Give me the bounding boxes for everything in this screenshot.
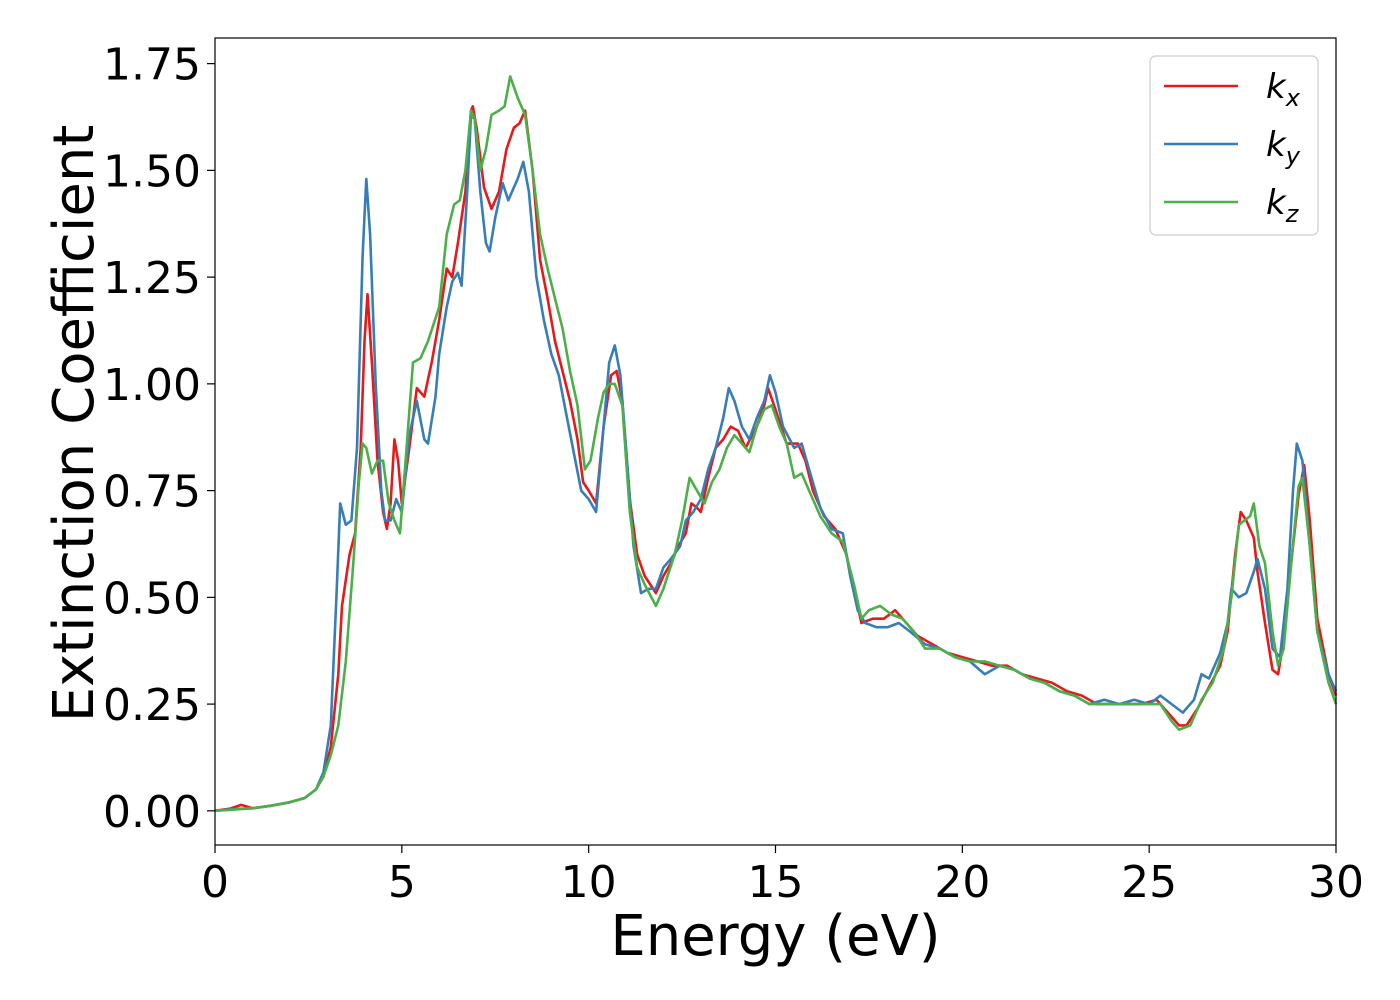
y-tick-label: 0.00: [103, 787, 201, 838]
y-axis-title: Extinction Coefficient: [42, 125, 107, 723]
x-tick-label: 30: [1308, 857, 1364, 908]
legend: kx ky kz: [1149, 55, 1319, 236]
legend-label: kx: [1266, 67, 1301, 112]
y-tick-label: 1.50: [103, 146, 201, 197]
y-tick-label: 1.25: [103, 253, 201, 304]
series-line-kz: [214, 75, 1338, 813]
legend-label: kz: [1266, 183, 1300, 228]
y-tick-label: 0.25: [103, 680, 201, 731]
x-tick-label: 15: [748, 857, 804, 908]
y-tick-label: 1.75: [103, 40, 201, 91]
series-layer: [214, 75, 1338, 813]
x-axis-title: Energy (eV): [610, 904, 940, 969]
y-tick-label: 0.75: [103, 467, 201, 518]
x-tick-label: 0: [201, 857, 229, 908]
plot-frame: [214, 37, 1337, 846]
x-tick-label: 10: [561, 857, 617, 908]
x-tick-label: 20: [934, 857, 990, 908]
x-tick-label: 5: [388, 857, 416, 908]
y-tick-label: 1.00: [103, 360, 201, 411]
x-axis-ticks: 0 5 10 15 20 25 30: [201, 845, 1364, 908]
x-tick-label: 25: [1121, 857, 1177, 908]
legend-label: ky: [1266, 125, 1301, 170]
y-tick-label: 0.50: [103, 573, 201, 624]
y-axis-ticks: 0.00 0.25 0.50 0.75 1.00 1.25 1.50 1.75: [103, 40, 215, 838]
legend-box: [1149, 55, 1319, 236]
